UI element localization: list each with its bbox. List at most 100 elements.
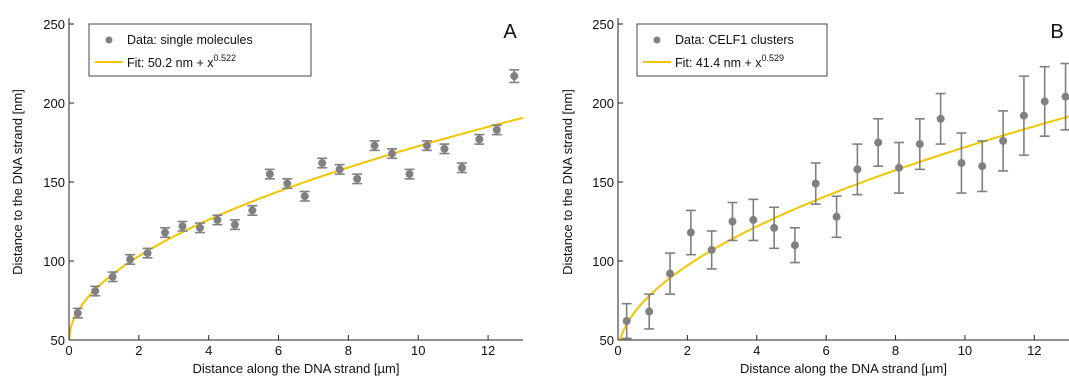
data-marker <box>811 179 820 188</box>
data-marker <box>686 228 695 237</box>
data-point <box>107 271 118 283</box>
data-point <box>334 163 345 175</box>
legend-data-label: Data: single molecules <box>127 33 253 47</box>
data-point <box>474 133 485 145</box>
legend-fit-label-text: Fit: 50.2 nm + x <box>127 56 214 70</box>
data-point <box>873 118 884 167</box>
x-tick-label: 6 <box>823 343 830 358</box>
legend-data-marker <box>653 36 661 44</box>
data-point <box>831 195 842 239</box>
x-tick-label: 12 <box>1027 343 1041 358</box>
data-marker <box>300 192 309 201</box>
x-tick-label: 10 <box>411 343 425 358</box>
legend: Data: CELF1 clusters Fit: 41.4 nm + x0.5… <box>636 23 828 77</box>
x-tick-label: 4 <box>205 343 212 358</box>
data-marker <box>318 159 327 168</box>
data-marker <box>108 272 117 281</box>
y-tick-label: 50 <box>51 333 65 348</box>
data-marker <box>728 217 737 226</box>
y-tick-label: 200 <box>43 96 65 111</box>
data-marker <box>457 163 466 172</box>
data-point <box>852 143 863 196</box>
data-point <box>229 219 240 231</box>
y-axis-label: Distance to the DNA strand [nm] <box>10 89 25 275</box>
data-point <box>352 173 363 185</box>
legend-data-marker <box>105 36 113 44</box>
x-tick-label: 2 <box>135 343 142 358</box>
legend-box <box>88 23 312 77</box>
data-point <box>142 247 153 259</box>
data-point <box>456 162 467 174</box>
fit-curve <box>619 115 1069 340</box>
data-point <box>404 168 415 180</box>
x-tick-label: 4 <box>753 343 760 358</box>
data-point <box>299 190 310 202</box>
data-marker <box>853 165 862 174</box>
data-marker <box>126 255 135 264</box>
data-marker <box>195 223 204 232</box>
y-tick-label: 150 <box>592 175 614 190</box>
y-tick-label: 100 <box>43 254 65 269</box>
legend-fit-label: Fit: 50.2 nm + x0.522 <box>127 53 236 70</box>
data-marker <box>1040 97 1049 106</box>
data-marker <box>770 223 779 232</box>
y-tick-label: 100 <box>592 254 614 269</box>
data-point <box>264 168 275 180</box>
data-marker <box>353 174 362 183</box>
x-tick-label: 2 <box>684 343 691 358</box>
legend-fit-exponent: 0.529 <box>762 53 785 63</box>
panel-letter: B <box>1050 21 1063 43</box>
x-tick-label: 12 <box>481 343 495 358</box>
data-marker <box>622 317 631 326</box>
y-tick-label: 50 <box>600 333 614 348</box>
legend: Data: single molecules Fit: 50.2 nm + x0… <box>88 23 312 77</box>
legend-fit-label: Fit: 41.4 nm + x0.529 <box>675 53 784 70</box>
x-tick-label: 10 <box>958 343 972 358</box>
data-marker <box>475 135 484 144</box>
data-marker <box>666 269 675 278</box>
data-marker <box>936 114 945 123</box>
data-point <box>509 69 520 84</box>
data-marker <box>492 125 501 134</box>
data-point <box>1018 75 1029 156</box>
data-point <box>621 302 632 340</box>
legend-fit-label-text: Fit: 41.4 nm + x <box>675 56 762 70</box>
x-tick-label: 6 <box>275 343 282 358</box>
data-point <box>421 140 432 152</box>
data-point <box>1039 65 1050 137</box>
data-marker <box>1061 92 1069 101</box>
data-marker <box>832 212 841 221</box>
data-point <box>789 227 800 264</box>
y-tick-label: 150 <box>43 175 65 190</box>
data-marker <box>283 179 292 188</box>
legend-box <box>636 23 828 77</box>
data-marker <box>213 215 222 224</box>
data-point <box>439 143 450 155</box>
data-point <box>160 227 171 239</box>
data-point <box>282 178 293 190</box>
x-tick-label: 0 <box>614 343 621 358</box>
chart-panel-a: 0 2 4 6 8 10 12 50 100 150 200 250 Distance along … <box>10 17 523 376</box>
data-marker <box>265 170 274 179</box>
data-point <box>125 253 136 265</box>
data-point <box>935 92 946 145</box>
data-point <box>212 214 223 226</box>
data-marker <box>790 241 799 250</box>
data-marker <box>978 162 987 171</box>
y-tick-label: 250 <box>43 17 65 32</box>
data-point <box>317 157 328 169</box>
data-marker <box>388 149 397 158</box>
data-marker <box>999 136 1008 145</box>
data-point <box>998 110 1009 172</box>
data-point <box>685 209 696 256</box>
data-marker <box>1019 111 1028 120</box>
data-marker <box>370 141 379 150</box>
data-marker <box>91 287 100 296</box>
data-point <box>810 162 821 205</box>
chart-panel-b: 0 2 4 6 8 10 12 50 100 150 200 250 Distance along … <box>560 17 1069 376</box>
data-point <box>90 285 101 297</box>
data-point <box>706 230 717 270</box>
fit-curve <box>69 116 523 340</box>
x-axis-label: Distance along the DNA strand [µm] <box>740 361 947 376</box>
